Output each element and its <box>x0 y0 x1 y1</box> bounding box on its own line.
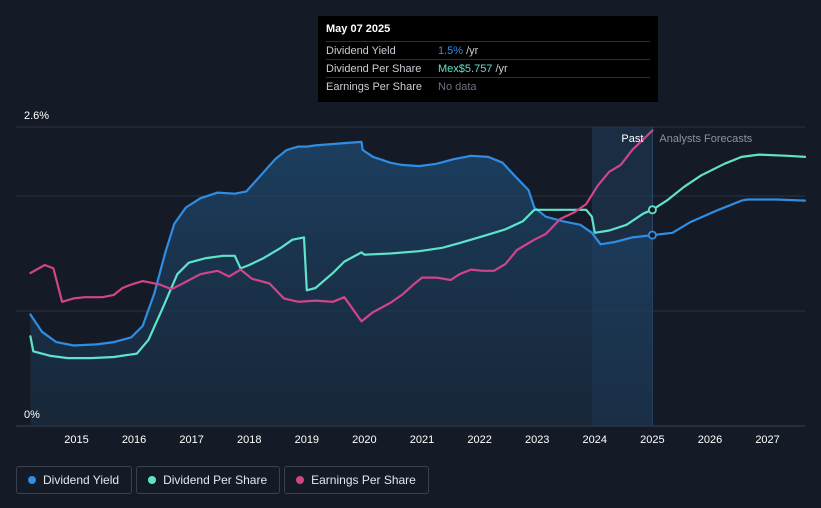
x-tick-label: 2019 <box>295 434 319 446</box>
earnings-per-share-line <box>29 129 654 323</box>
x-tick-label: 2021 <box>410 434 434 446</box>
legend-item-dividend-per-share[interactable]: Dividend Per Share <box>136 466 281 494</box>
dividend-yield-area <box>30 141 653 426</box>
legend: Dividend Yield Dividend Per Share Earnin… <box>16 466 429 494</box>
legend-dot-icon <box>148 476 157 484</box>
tooltip-unit: /yr <box>466 44 479 57</box>
tooltip-row-earnings-per-share: Earnings Per Share No data <box>326 77 650 95</box>
x-tick-label: 2020 <box>352 434 376 446</box>
x-tick-label: 2026 <box>698 434 722 446</box>
x-tick-label: 2024 <box>583 434 607 446</box>
tooltip-value: 1.5% <box>438 44 464 57</box>
legend-label: Dividend Yield <box>43 473 120 487</box>
x-tick-label: 2016 <box>122 434 146 446</box>
forecast-label: Analysts Forecasts <box>659 133 752 145</box>
x-tick-label: 2023 <box>525 434 549 446</box>
legend-item-dividend-yield[interactable]: Dividend Yield <box>16 466 133 494</box>
y-tick-label: 2.6% <box>24 110 49 122</box>
tooltip-row-dividend-yield: Dividend Yield 1.5% /yr <box>326 41 650 59</box>
tooltip-date: May 07 2025 <box>326 23 391 35</box>
tooltip-row-dividend-per-share: Dividend Per Share Mex$5.757 /yr <box>326 59 650 77</box>
legend-dot-icon <box>28 476 36 484</box>
x-tick-label: 2022 <box>467 434 491 446</box>
tooltip-label: Earnings Per Share <box>326 80 422 93</box>
tooltip-unit: /yr <box>495 62 508 75</box>
y-tick-label: 0% <box>24 409 40 421</box>
tooltip-label: Dividend Per Share <box>326 62 422 75</box>
tooltip-value: No data <box>438 80 477 93</box>
legend-label: Dividend Per Share <box>163 473 268 487</box>
dividend-yield-point <box>647 230 657 240</box>
legend-item-earnings-per-share[interactable]: Earnings Per Share <box>284 466 429 494</box>
past-label: Past <box>621 133 643 145</box>
x-tick-label: 2018 <box>237 434 261 446</box>
x-tick-label: 2025 <box>640 434 664 446</box>
dividend-yield-line <box>29 140 807 347</box>
legend-label: Earnings Per Share <box>311 473 416 487</box>
tooltip-value: Mex$5.757 <box>438 62 493 75</box>
tooltip: May 07 2025 Dividend Yield 1.5% /yr Divi… <box>318 16 658 102</box>
x-tick-label: 2017 <box>179 434 203 446</box>
legend-dot-icon <box>296 476 305 484</box>
dividend-per-share-point <box>647 205 657 215</box>
x-tick-label: 2027 <box>755 434 779 446</box>
x-tick-label: 2015 <box>64 434 88 446</box>
tooltip-label: Dividend Yield <box>326 44 396 57</box>
